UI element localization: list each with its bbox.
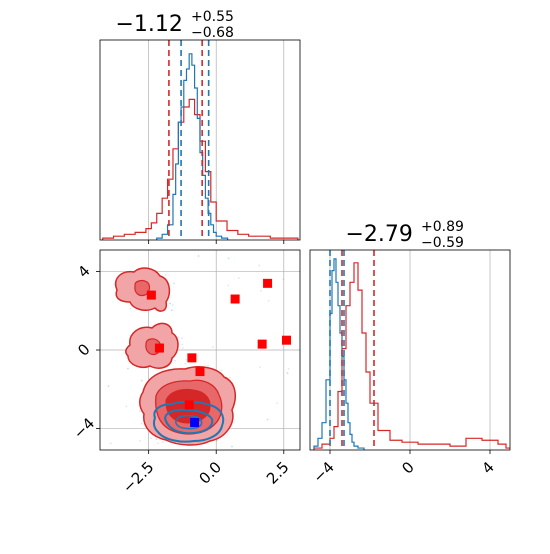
br-series-red (313, 262, 510, 450)
bl-scatter-dot (267, 299, 270, 302)
tl-quantile-lines (168, 40, 210, 240)
br-xtick-label-0: −4 (309, 458, 337, 486)
bl-red-marker-5 (263, 278, 273, 288)
bl-scatter-dot (185, 358, 187, 361)
bl-scatter-dot (140, 379, 143, 382)
bl-scatter-dot (207, 364, 209, 367)
br-xtick-label-1: 0 (398, 458, 417, 477)
bl-scatter-dot (181, 343, 184, 346)
bl-scatter-dot (258, 264, 261, 267)
bl-scatter-dot (237, 277, 240, 279)
bl-scatter-dot (177, 336, 180, 339)
bl-red-marker-0 (146, 290, 156, 300)
br-series-blue (313, 258, 365, 450)
bl-scatter-dot (107, 385, 110, 388)
bl-scatter-dot (171, 309, 173, 312)
panel-bottom-left: −2.5 0.0 2.5 4 0 −4 (70, 249, 301, 497)
bl-red-marker-6 (257, 339, 267, 349)
br-ticks: −4 0 4 (309, 450, 498, 486)
bl-ytick-label-1: 0 (74, 340, 93, 359)
bl-contours (115, 267, 237, 446)
bl-red-marker-2 (187, 353, 197, 363)
bl-scatter-dot (109, 442, 112, 445)
br-title-sup: +0.89 (421, 219, 464, 235)
bl-scatter-dot (231, 445, 233, 448)
bl-blue-marker-0 (190, 418, 200, 428)
bl-scatter-dot (161, 441, 164, 443)
bl-scatter-dot (287, 367, 290, 370)
bl-scatter-dot (171, 304, 174, 306)
bl-scatter-dot (150, 437, 152, 440)
bl-scatter-dot (140, 422, 143, 425)
bl-scatter-dot (228, 376, 231, 379)
bl-xtick-label-0: −2.5 (119, 458, 157, 496)
blue-contour-core (175, 414, 203, 430)
bl-ytick-label-2: −4 (70, 414, 98, 442)
bl-xtick-label-2: 2.5 (263, 458, 293, 488)
br-quantile-lines (329, 250, 375, 450)
bl-scatter-dot (127, 367, 129, 370)
bl-scatter-dot (266, 418, 269, 421)
bl-scatter-dot (220, 369, 223, 372)
bl-scatter-dot (197, 255, 200, 257)
br-series (313, 258, 510, 450)
bl-scatter-dot (216, 439, 219, 442)
tl-series-blue (156, 53, 229, 240)
bl-scatter-dot (125, 405, 128, 408)
panel-top-left: −1.12 +0.55 −0.68 (99, 6, 301, 244)
br-title-sub: −0.59 (421, 235, 464, 251)
bl-xtick-label-1: 0.0 (195, 458, 225, 488)
bl-scatter-dot (139, 439, 141, 442)
br-title: −2.79 +0.89 −0.59 (345, 216, 469, 251)
bl-scatter-dot (212, 346, 214, 348)
bl-ytick-label-0: 4 (74, 262, 93, 281)
bl-scatter-dot (164, 274, 167, 276)
bl-scatter-dot (227, 284, 230, 287)
tl-frame (99, 39, 301, 241)
blue-contour-inner (163, 408, 214, 435)
tl-title-sup: +0.55 (191, 9, 234, 25)
bl-scatter-dot (184, 362, 187, 365)
tl-series (102, 53, 299, 240)
br-title-main: −2.79 (345, 222, 412, 247)
bl-scatter-dot (260, 289, 262, 292)
panel-bottom-right: −4 0 4 −2.79 +0.89 −0.59 (309, 216, 511, 486)
bl-scatter-dot (181, 346, 184, 349)
bl-red-marker-4 (230, 294, 240, 304)
bl-red-marker-1 (154, 343, 164, 353)
bl-scatter-dot (286, 372, 289, 374)
bl-scatter-dot (138, 410, 141, 413)
bl-scatter-dot (155, 438, 158, 440)
bl-scatter-dot (174, 359, 176, 362)
bl-scatter-dot (259, 366, 261, 369)
tl-title-main: −1.12 (115, 12, 182, 37)
bl-markers (146, 278, 291, 428)
tl-series-red (102, 98, 299, 240)
bl-scatter-dot (129, 307, 132, 310)
bl-scatter-dot (276, 402, 279, 405)
bl-red-marker-7 (281, 335, 291, 345)
bl-scatter-dot (157, 442, 160, 445)
bl-scatter-dot (173, 282, 175, 285)
br-xtick-label-2: 4 (478, 458, 497, 477)
tl-title-sub: −0.68 (191, 25, 234, 41)
tl-title: −1.12 +0.55 −0.68 (115, 6, 239, 41)
bl-red-marker-8 (184, 400, 194, 410)
red-contour-inner-upper (134, 280, 151, 297)
bl-red-marker-3 (195, 367, 205, 377)
bl-scatter-dot (227, 257, 230, 260)
blue-contour-outer (153, 400, 225, 443)
tl-ticks (148, 240, 285, 244)
bl-scatter-dot (169, 302, 171, 305)
bl-scatter-dot (282, 278, 285, 281)
bl-scatter-dot (181, 337, 183, 340)
